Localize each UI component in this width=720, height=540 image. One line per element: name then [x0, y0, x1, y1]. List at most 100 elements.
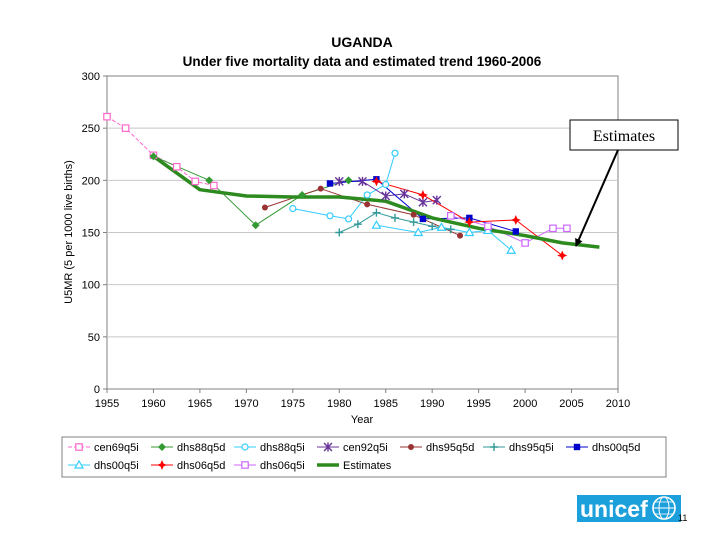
legend-label-Estimates: Estimates	[343, 460, 392, 472]
data-point-dhs00q5d-2	[419, 215, 427, 223]
legend-marker-dhs88q5d	[158, 443, 166, 451]
x-tick-label-1960: 1960	[141, 398, 165, 410]
data-point-dhs06q5d-0	[371, 176, 382, 187]
legend-label-dhs00q5d: dhs00q5d	[592, 442, 640, 454]
legend-marker-dhs06q5i	[241, 461, 249, 469]
data-point-dhs95q5i-5	[428, 222, 437, 231]
data-point-cen69q5i-5	[210, 181, 218, 190]
callout-arrow	[575, 149, 619, 247]
y-tick-label-200: 200	[82, 175, 100, 187]
data-point-dhs88q5i-1	[326, 212, 334, 220]
data-point-dhs95q5d-3	[410, 211, 417, 218]
data-point-dhs95q5d-2	[364, 201, 371, 208]
x-tick-label-1975: 1975	[281, 398, 305, 410]
data-point-dhs00q5i-2	[436, 222, 447, 231]
data-point-cen69q5i-3	[172, 162, 181, 171]
data-point-dhs88q5i-4	[382, 180, 390, 189]
y-axis-ticks: 0 50 100 150 200 250 300	[82, 71, 107, 396]
y-tick-label-100: 100	[82, 280, 100, 292]
data-point-cen92q5i-3	[399, 189, 409, 199]
x-tick-label-1970: 1970	[234, 398, 258, 410]
data-point-dhs06q5i-0	[446, 212, 455, 220]
legend-marker-dhs88q5i	[241, 443, 249, 451]
x-tick-label-2000: 2000	[513, 398, 537, 410]
data-point-dhs95q5d-0	[261, 204, 268, 211]
x-axis-label: Year	[351, 414, 374, 426]
data-point-dhs95q5i-0	[335, 228, 344, 237]
legend-marker-cen69q5i	[75, 443, 83, 451]
legend-label-dhs95q5i: dhs95q5i	[509, 442, 554, 454]
data-point-dhs00q5d-0	[326, 180, 334, 187]
legend-label-cen69q5i: cen69q5i	[94, 442, 139, 454]
data-point-dhs00q5i-3	[464, 227, 475, 237]
y-tick-label-300: 300	[82, 71, 100, 83]
unicef-logo: unicef	[577, 495, 681, 522]
legend-item-dhs95q5d: dhs95q5d	[400, 442, 474, 454]
data-point-dhs95q5d-4	[457, 232, 464, 239]
data-point-dhs95q5i-6	[446, 225, 455, 234]
data-point-dhs06q5i-2	[521, 239, 529, 247]
data-point-dhs00q5i-5	[506, 245, 517, 254]
callout-label: Estimates	[593, 128, 655, 145]
legend-item-dhs00q5i: dhs00q5i	[68, 459, 139, 472]
legend-item-dhs00q5d: dhs00q5d	[566, 442, 640, 454]
x-tick-label-1995: 1995	[466, 398, 490, 410]
data-point-cen69q5i-0	[103, 112, 111, 121]
data-point-dhs00q5i-0	[371, 219, 382, 229]
legend-label-dhs95q5d: dhs95q5d	[426, 442, 474, 454]
legend: cen69q5i dhs88q5d dhs88q5i cen92q5i dhs95q5d…	[68, 442, 640, 472]
data-point-dhs06q5d-1	[417, 189, 428, 200]
series-line-Estimates	[152, 154, 600, 249]
legend-item-dhs88q5d: dhs88q5d	[151, 442, 225, 454]
x-tick-label-1990: 1990	[420, 398, 444, 410]
data-point-dhs06q5d-4	[557, 250, 568, 261]
x-axis-ticks: 1955 1960 1965 1970 1975 1980 1985 1990 1995 2000…	[95, 389, 630, 410]
data-point-dhs95q5i-1	[353, 220, 362, 229]
data-point-cen92q5i-0	[334, 176, 344, 186]
data-point-dhs06q5d-3	[510, 214, 521, 225]
data-point-cen69q5i-4	[191, 177, 200, 186]
x-tick-label-1980: 1980	[327, 398, 351, 410]
y-axis-label: U5MR (5 per 1000 live births)	[63, 160, 75, 304]
legend-label-dhs06q5i: dhs06q5i	[260, 460, 305, 472]
x-tick-label-1955: 1955	[95, 398, 119, 410]
data-point-dhs06q5i-3	[549, 224, 557, 233]
legend-label-dhs00q5i: dhs00q5i	[94, 460, 139, 472]
data-point-dhs95q5i-3	[391, 213, 400, 222]
data-point-dhs88q5d-1	[205, 176, 214, 185]
legend-box	[61, 436, 667, 478]
legend-item-cen69q5i: cen69q5i	[68, 442, 139, 454]
chart-subtitle: Under five mortality data and estimated …	[183, 54, 542, 69]
legend-item-dhs06q5i: dhs06q5i	[234, 460, 305, 472]
callout-box	[569, 119, 679, 151]
x-tick-label-1965: 1965	[188, 398, 212, 410]
data-point-cen92q5i-5	[432, 195, 442, 205]
legend-item-Estimates: Estimates	[317, 460, 392, 472]
legend-marker-dhs06q5d	[157, 460, 167, 470]
data-point-dhs88q5d-3	[298, 190, 307, 199]
legend-item-dhs88q5i: dhs88q5i	[234, 442, 305, 454]
data-point-dhs95q5i-2	[372, 208, 381, 217]
data-point-dhs95q5i-4	[409, 218, 418, 227]
series-line-dhs88q5i	[292, 153, 396, 220]
data-point-dhs06q5i-1	[484, 222, 492, 231]
data-point-cen69q5i-1	[121, 124, 130, 132]
legend-label-dhs88q5d: dhs88q5d	[177, 442, 225, 454]
legend-marker-cen92q5i	[323, 442, 333, 452]
x-tick-label-2005: 2005	[559, 398, 583, 410]
chart-title: UGANDA	[331, 34, 392, 50]
data-point-dhs88q5i-5	[391, 149, 399, 157]
legend-label-cen92q5i: cen92q5i	[343, 442, 388, 454]
data-point-dhs95q5d-1	[317, 185, 324, 192]
globe-icon	[652, 496, 676, 520]
data-point-dhs88q5i-3	[363, 191, 371, 199]
legend-marker-dhs00q5d	[573, 443, 581, 451]
logo-text: unicef	[580, 496, 648, 522]
y-tick-label-250: 250	[82, 123, 100, 135]
legend-marker-dhs00q5i	[73, 459, 85, 469]
y-tick-label-0: 0	[94, 384, 100, 396]
data-point-dhs06q5d-2	[464, 217, 475, 228]
legend-label-dhs06q5d: dhs06q5d	[177, 460, 225, 472]
x-tick-label-1985: 1985	[373, 398, 397, 410]
